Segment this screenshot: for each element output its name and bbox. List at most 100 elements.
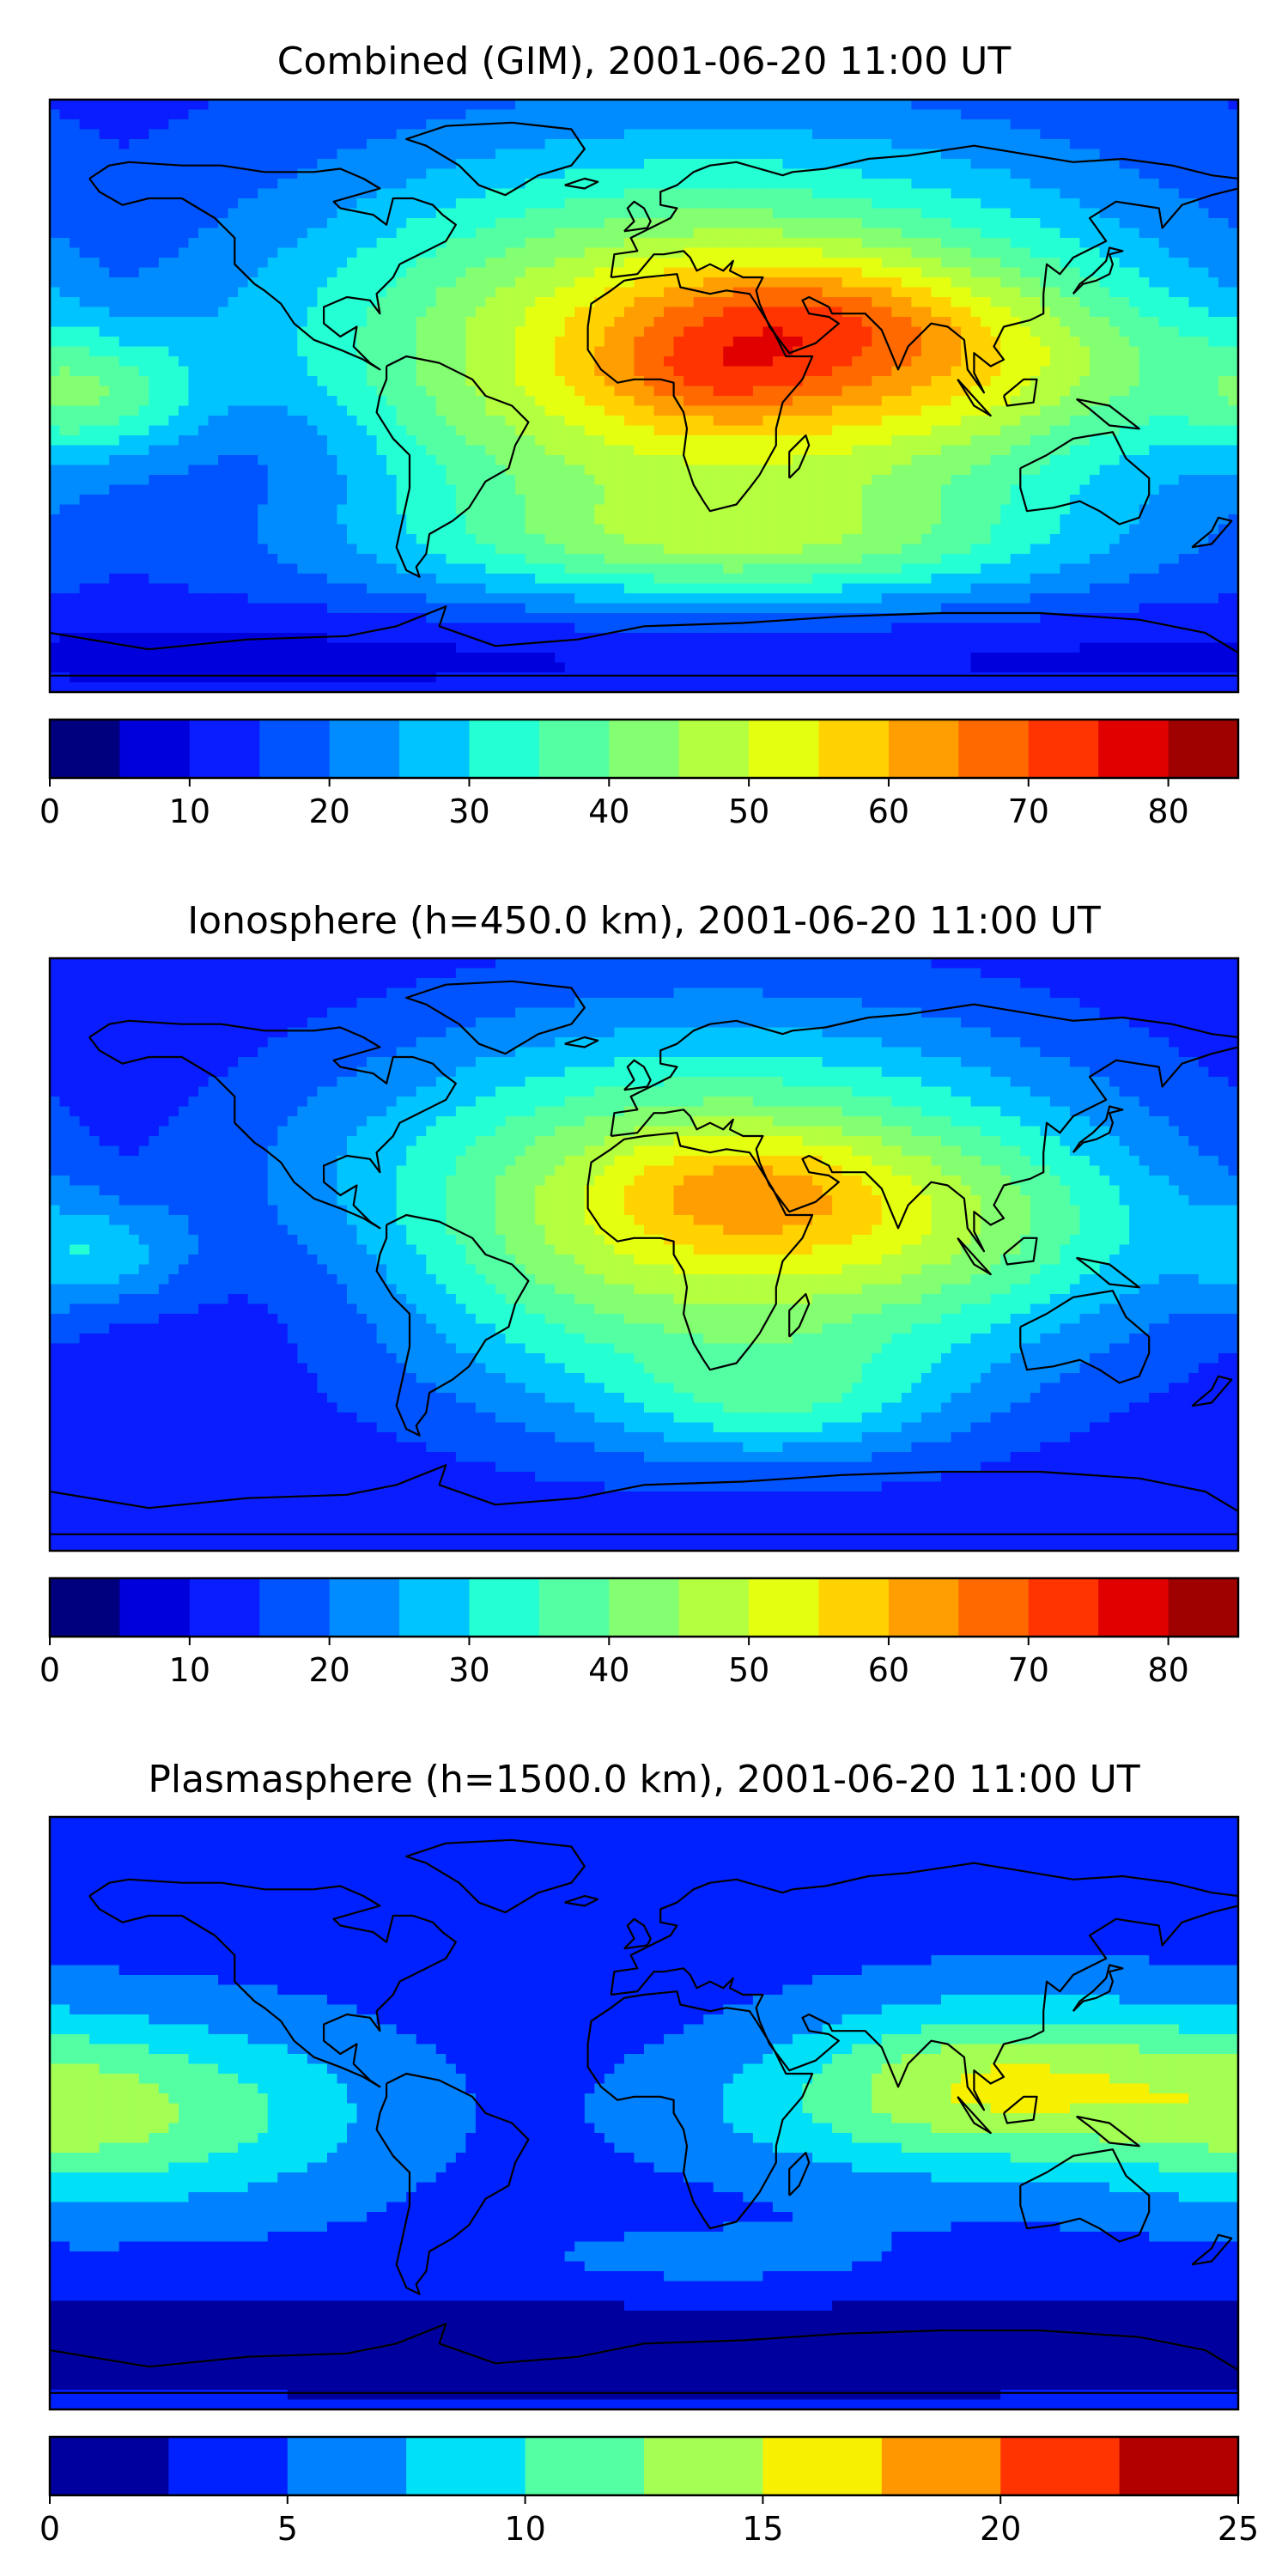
field-cell: [416, 277, 427, 289]
field-cell: [505, 267, 516, 278]
field-cell: [623, 445, 635, 456]
field-cell: [653, 337, 665, 348]
field-cell: [168, 504, 179, 515]
field-cell: [1139, 188, 1150, 199]
field-cell: [1228, 228, 1238, 239]
field-cell: [435, 109, 447, 120]
field-cell: [1228, 119, 1238, 131]
field-cell: [762, 238, 774, 249]
field-cell: [1188, 484, 1200, 495]
field-cell: [920, 396, 933, 407]
field-cell: [732, 179, 744, 190]
field-cell: [50, 495, 61, 506]
field-cell: [238, 198, 249, 210]
field-cell: [485, 218, 496, 229]
field-cell: [1069, 129, 1081, 140]
field-cell: [198, 258, 210, 269]
field-cell: [70, 356, 81, 368]
field-cell: [623, 218, 635, 229]
field-cell: [1198, 484, 1209, 495]
field-cell: [149, 179, 160, 190]
field-cell: [623, 465, 635, 476]
field-cell: [208, 297, 219, 308]
field-cell: [1099, 129, 1110, 140]
field-cell: [1049, 465, 1060, 476]
field-cell: [732, 277, 744, 289]
field-cell: [218, 475, 229, 486]
field-cell: [941, 258, 952, 269]
field-cell: [1188, 475, 1200, 486]
field-cell: [564, 465, 575, 476]
field-cell: [1139, 297, 1150, 308]
field-cell: [337, 484, 348, 495]
field-cell: [981, 376, 992, 387]
field-cell: [743, 258, 754, 269]
field-cell: [782, 188, 793, 199]
field-cell: [238, 405, 249, 416]
field-cell: [525, 100, 536, 111]
field-cell: [168, 168, 179, 179]
field-cell: [555, 208, 566, 219]
field-cell: [228, 405, 239, 416]
field-cell: [307, 307, 318, 318]
field-cell: [594, 129, 605, 140]
field-cell: [1060, 425, 1071, 436]
field-cell: [1129, 455, 1140, 466]
field-cell: [1178, 109, 1189, 120]
field-cell: [594, 119, 605, 131]
field-cell: [623, 307, 635, 318]
field-cell: [138, 495, 149, 506]
field-cell: [634, 179, 645, 190]
field-cell: [1020, 386, 1031, 397]
field-cell: [228, 435, 239, 447]
field-cell: [852, 445, 863, 456]
field-cell: [872, 445, 883, 456]
field-cell: [931, 425, 942, 436]
field-cell: [317, 396, 328, 407]
field-cell: [732, 109, 744, 120]
field-cell: [732, 317, 744, 328]
field-cell: [693, 337, 704, 348]
field-cell: [326, 218, 338, 229]
field-cell: [1208, 317, 1219, 328]
field-cell: [713, 435, 724, 447]
field-cell: [574, 238, 586, 249]
field-cell: [198, 445, 210, 456]
field-cell: [1208, 100, 1219, 111]
field-cell: [238, 129, 249, 140]
field-cell: [149, 425, 160, 436]
field-cell: [475, 455, 487, 466]
field-cell: [1119, 405, 1130, 416]
field-cell: [70, 326, 81, 337]
field-cell: [901, 198, 912, 210]
field-cell: [920, 455, 933, 466]
field-cell: [247, 188, 258, 199]
field-cell: [1198, 100, 1209, 111]
field-cell: [822, 247, 833, 258]
field-cell: [455, 208, 466, 219]
field-cell: [287, 198, 298, 210]
field-cell: [920, 218, 933, 229]
field-cell: [435, 218, 447, 229]
field-cell: [505, 198, 516, 210]
field-cell: [664, 435, 675, 447]
field-cell: [693, 445, 704, 456]
field-cell: [1149, 455, 1160, 466]
field-cell: [673, 425, 684, 436]
field-cell: [1119, 287, 1130, 298]
field-cell: [1218, 179, 1230, 190]
field-cell: [228, 238, 239, 249]
field-cell: [832, 416, 843, 427]
field-cell: [1129, 287, 1140, 298]
field-cell: [326, 100, 338, 111]
field-cell: [208, 317, 219, 328]
field-cell: [1158, 465, 1170, 476]
field-cell: [396, 218, 407, 229]
field-cell: [732, 475, 744, 486]
field-cell: [1069, 376, 1081, 387]
field-cell: [406, 159, 417, 170]
field-cell: [762, 484, 774, 495]
field-cell: [931, 198, 942, 210]
field-cell: [356, 247, 368, 258]
field-cell: [208, 504, 219, 515]
